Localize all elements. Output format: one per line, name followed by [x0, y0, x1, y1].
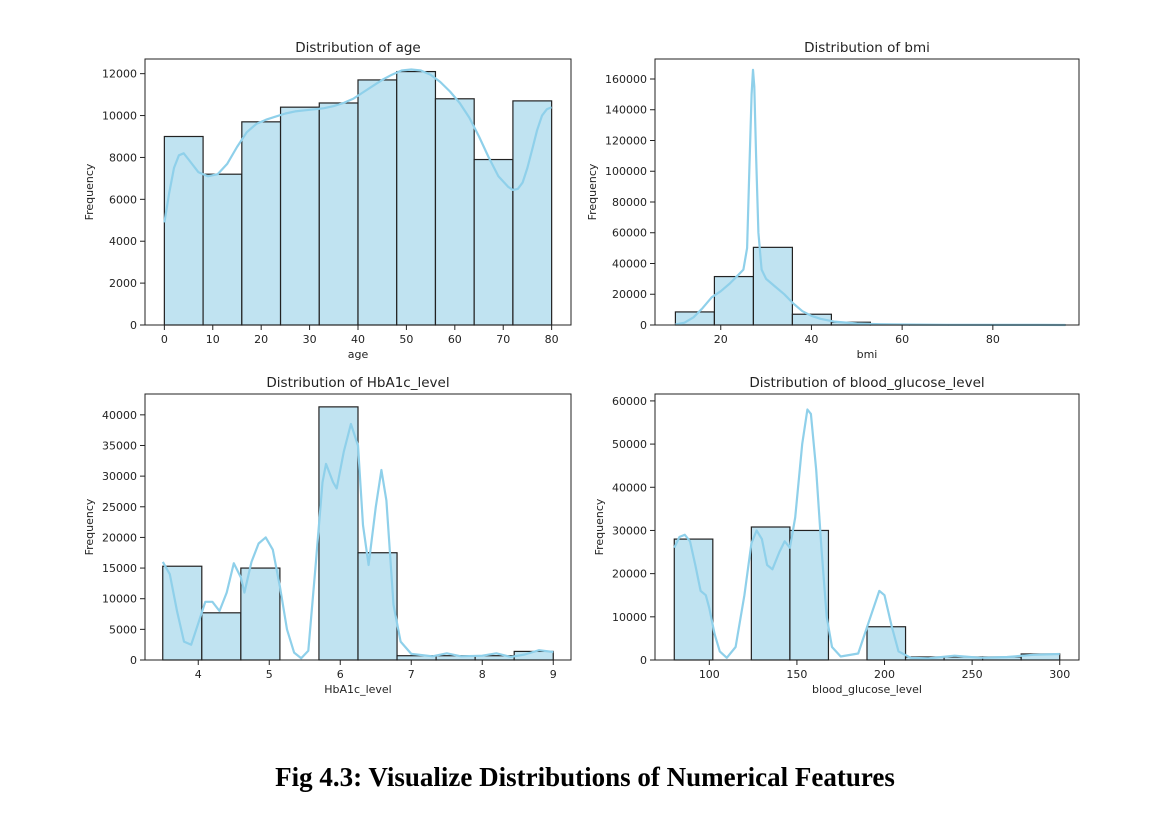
chart-title: Distribution of age	[295, 40, 421, 56]
kde-line	[675, 68, 1066, 327]
axes-frame	[654, 393, 1080, 661]
y-tick-label: 35000	[102, 439, 137, 452]
y-tick-label: 10000	[612, 611, 647, 624]
x-tick-label: 50	[399, 333, 413, 346]
x-tick-label: 8	[479, 668, 486, 681]
histogram-bar	[473, 158, 514, 326]
histogram-bar	[202, 173, 243, 326]
y-tick-label: 10000	[102, 593, 137, 606]
y-tick-label: 120000	[605, 134, 647, 147]
histogram-bar	[434, 98, 475, 326]
x-tick-label: 200	[874, 668, 895, 681]
histogram-bar	[512, 100, 553, 326]
y-tick-label: 12000	[102, 68, 137, 81]
histogram-bar	[789, 529, 830, 661]
x-tick-label: 70	[496, 333, 510, 346]
x-axis-label: bmi	[857, 348, 878, 361]
chart-panel-2: 4 5 6 7 8 9 0 5000 10000 15000 20000 25000 30000 3500…	[83, 375, 572, 696]
histogram-bar	[163, 135, 204, 326]
y-tick-label: 60000	[612, 227, 647, 240]
y-tick-label: 100000	[605, 165, 647, 178]
x-tick-label: 10	[206, 333, 220, 346]
x-tick-label: 9	[550, 668, 557, 681]
chart-title: Distribution of HbA1c_level	[266, 375, 449, 391]
y-tick-label: 25000	[102, 501, 137, 514]
x-tick-label: 0	[161, 333, 168, 346]
x-tick-label: 40	[351, 333, 365, 346]
chart-title: Distribution of bmi	[804, 40, 930, 56]
x-tick-label: 20	[254, 333, 268, 346]
histogram-bar	[750, 526, 791, 661]
x-tick-label: 30	[303, 333, 317, 346]
histogram-bar	[318, 102, 359, 326]
y-tick-label: 160000	[605, 73, 647, 86]
y-tick-label: 4000	[109, 235, 137, 248]
x-tick-label: 5	[266, 668, 273, 681]
y-tick-label: 2000	[109, 277, 137, 290]
y-axis-label: Frequency	[586, 163, 599, 220]
y-tick-label: 40000	[102, 409, 137, 422]
histogram-bar	[162, 565, 203, 661]
y-tick-label: 20000	[612, 288, 647, 301]
y-axis-label: Frequency	[593, 498, 606, 555]
x-tick-label: 7	[408, 668, 415, 681]
figure-caption: Fig 4.3: Visualize Distributions of Nume…	[275, 762, 895, 792]
y-tick-label: 40000	[612, 257, 647, 270]
y-tick-label: 8000	[109, 151, 137, 164]
kde-line	[673, 408, 1060, 660]
y-tick-label: 6000	[109, 193, 137, 206]
histogram-bar	[201, 612, 242, 661]
y-tick-label: 0	[130, 654, 137, 667]
y-tick-label: 80000	[612, 196, 647, 209]
kde-line	[163, 68, 553, 223]
x-tick-label: 4	[195, 668, 202, 681]
x-tick-label: 40	[804, 333, 818, 346]
chart-panel-1: 20 40 60 80 0 20000 40000 60000 80000 100000 12000…	[586, 40, 1080, 361]
x-tick-label: 100	[699, 668, 720, 681]
kde-line	[161, 422, 554, 660]
x-tick-label: 80	[545, 333, 559, 346]
y-tick-label: 5000	[109, 623, 137, 636]
histogram-bar	[866, 626, 907, 661]
y-tick-label: 0	[130, 319, 137, 332]
y-tick-label: 20000	[612, 568, 647, 581]
x-tick-label: 60	[448, 333, 462, 346]
x-tick-label: 80	[986, 333, 1000, 346]
y-axis-label: Frequency	[83, 163, 96, 220]
histogram-bar	[396, 70, 437, 326]
x-tick-label: 150	[786, 668, 807, 681]
histogram-bar	[279, 106, 320, 326]
x-tick-label: 300	[1049, 668, 1070, 681]
histogram-bar	[318, 406, 359, 661]
y-tick-label: 20000	[102, 531, 137, 544]
y-tick-label: 140000	[605, 104, 647, 117]
axes-frame	[144, 393, 572, 661]
x-axis-label: HbA1c_level	[324, 683, 391, 696]
histogram-bar	[752, 246, 794, 326]
y-tick-label: 40000	[612, 481, 647, 494]
histogram-bar	[713, 275, 755, 326]
y-tick-label: 15000	[102, 562, 137, 575]
x-tick-label: 60	[895, 333, 909, 346]
x-tick-label: 250	[962, 668, 983, 681]
x-axis-label: blood_glucose_level	[812, 683, 922, 696]
y-tick-label: 0	[640, 654, 647, 667]
y-axis-label: Frequency	[83, 498, 96, 555]
chart-panel-0: 0 10 20 30 40 50 60 70 80 0 2000 4000 6000 8000 10000 1…	[83, 40, 572, 361]
y-tick-label: 50000	[612, 438, 647, 451]
x-tick-label: 6	[337, 668, 344, 681]
y-tick-label: 0	[640, 319, 647, 332]
chart-panel-3: 100 150 200 250 300 0 10000 20000 30000 40000 5000…	[593, 375, 1080, 696]
histogram-bar	[357, 79, 398, 326]
y-tick-label: 10000	[102, 110, 137, 123]
x-tick-label: 20	[714, 333, 728, 346]
histogram-bar	[241, 121, 282, 326]
axes-frame	[654, 58, 1080, 326]
chart-title: Distribution of blood_glucose_level	[749, 375, 984, 391]
y-tick-label: 30000	[102, 470, 137, 483]
x-axis-label: age	[348, 348, 369, 361]
y-tick-label: 30000	[612, 524, 647, 537]
y-tick-label: 60000	[612, 395, 647, 408]
